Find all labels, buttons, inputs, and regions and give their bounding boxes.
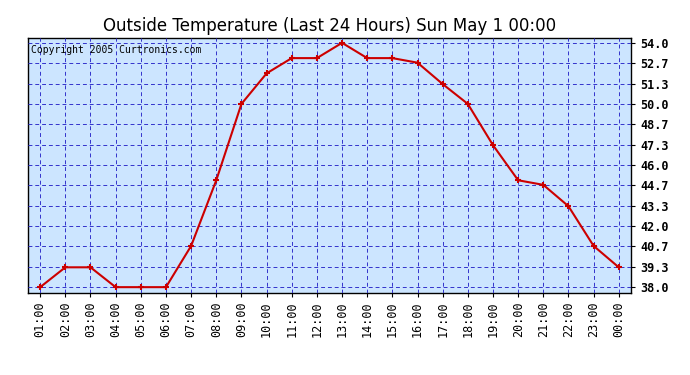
Text: Copyright 2005 Curtronics.com: Copyright 2005 Curtronics.com	[30, 45, 201, 55]
Title: Outside Temperature (Last 24 Hours) Sun May 1 00:00: Outside Temperature (Last 24 Hours) Sun …	[103, 16, 556, 34]
